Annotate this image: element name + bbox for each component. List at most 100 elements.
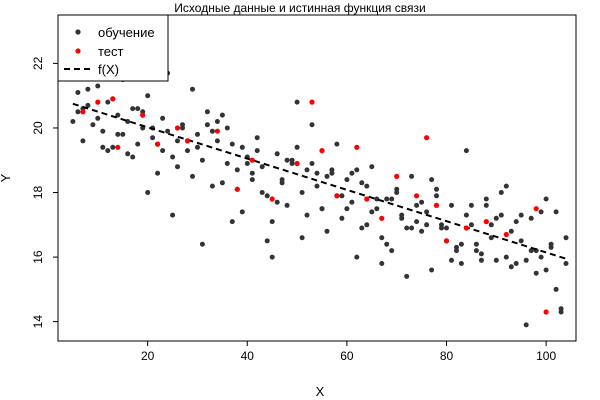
- train-point: [429, 177, 435, 183]
- train-point: [170, 212, 176, 218]
- train-point: [513, 219, 519, 225]
- test-point: [533, 206, 539, 212]
- train-point: [75, 109, 81, 115]
- test-point: [80, 109, 86, 115]
- train-point: [314, 183, 320, 189]
- train-point: [354, 167, 360, 173]
- train-point: [304, 167, 310, 173]
- train-point: [498, 190, 504, 195]
- points-layer: [70, 64, 569, 328]
- train-point: [339, 193, 345, 199]
- train-point: [190, 86, 195, 92]
- train-point: [145, 190, 151, 195]
- train-point: [254, 135, 260, 141]
- train-point: [284, 202, 290, 208]
- train-point: [224, 125, 230, 131]
- train-point: [394, 186, 400, 192]
- y-tick-label: 14: [31, 315, 45, 329]
- train-point: [239, 144, 245, 150]
- train-point: [195, 131, 200, 137]
- test-point: [174, 125, 181, 131]
- train-point: [498, 212, 504, 218]
- train-point: [70, 119, 76, 124]
- train-point: [538, 209, 544, 215]
- train-point: [404, 225, 410, 231]
- train-point: [75, 90, 81, 95]
- test-point: [309, 99, 315, 105]
- train-point: [359, 180, 365, 186]
- train-point: [219, 112, 225, 118]
- train-point: [454, 244, 459, 250]
- test-point: [463, 225, 469, 231]
- y-tick-label: 16: [31, 250, 45, 264]
- train-point: [160, 148, 166, 154]
- train-point: [429, 267, 435, 273]
- train-point: [269, 254, 275, 260]
- train-point: [463, 148, 469, 154]
- train-point: [523, 257, 529, 263]
- train-point: [379, 261, 385, 266]
- train-point: [115, 131, 121, 137]
- train-point: [135, 106, 141, 112]
- train-point: [160, 115, 166, 121]
- test-point: [155, 141, 161, 147]
- train-point: [199, 241, 205, 247]
- train-point: [125, 119, 131, 124]
- test-point: [354, 144, 360, 150]
- x-tick-label: 80: [440, 349, 454, 363]
- test-point: [364, 196, 370, 202]
- train-point: [105, 99, 111, 105]
- train-point: [175, 164, 180, 170]
- train-point: [125, 151, 131, 157]
- train-point: [528, 248, 534, 254]
- test-point: [319, 148, 325, 154]
- train-point: [95, 83, 101, 89]
- x-tick-label: 60: [340, 349, 354, 363]
- train-point: [483, 202, 489, 208]
- test-point: [95, 99, 101, 105]
- train-point: [468, 202, 474, 208]
- train-point: [518, 238, 524, 244]
- train-point: [204, 109, 210, 115]
- train-point: [100, 144, 106, 150]
- train-point: [259, 190, 265, 195]
- train-point: [364, 222, 370, 228]
- train-point: [538, 254, 544, 260]
- train-point: [264, 193, 270, 199]
- train-point: [190, 173, 195, 179]
- train-point: [419, 199, 425, 205]
- train-point: [458, 241, 464, 247]
- train-point: [279, 177, 285, 183]
- train-point: [299, 235, 305, 241]
- train-point: [209, 183, 215, 189]
- train-point: [294, 144, 300, 150]
- train-point: [209, 128, 215, 134]
- test-point: [414, 193, 420, 199]
- legend-label-fx: f(X): [98, 62, 119, 77]
- train-point: [399, 215, 405, 221]
- train-point: [165, 128, 171, 134]
- train-point: [508, 228, 514, 234]
- train-point: [513, 261, 519, 266]
- train-point: [488, 222, 494, 228]
- train-point: [249, 170, 255, 176]
- train-point: [299, 190, 305, 195]
- train-point: [458, 261, 464, 266]
- train-point: [493, 215, 499, 221]
- x-tick-label: 20: [141, 349, 155, 363]
- train-point: [389, 248, 395, 254]
- train-point: [95, 115, 101, 121]
- chart-title: Исходные данные и истинная функция связи: [174, 1, 425, 15]
- train-point: [135, 141, 141, 147]
- train-point: [359, 225, 365, 231]
- train-point: [508, 264, 514, 270]
- train-point: [558, 309, 564, 315]
- train-point: [354, 254, 360, 260]
- train-point: [130, 106, 136, 112]
- train-point: [249, 177, 255, 183]
- train-point: [239, 209, 245, 215]
- train-point: [274, 199, 280, 205]
- train-point: [523, 322, 529, 328]
- x-tick-label: 40: [241, 349, 255, 363]
- train-point: [294, 99, 300, 105]
